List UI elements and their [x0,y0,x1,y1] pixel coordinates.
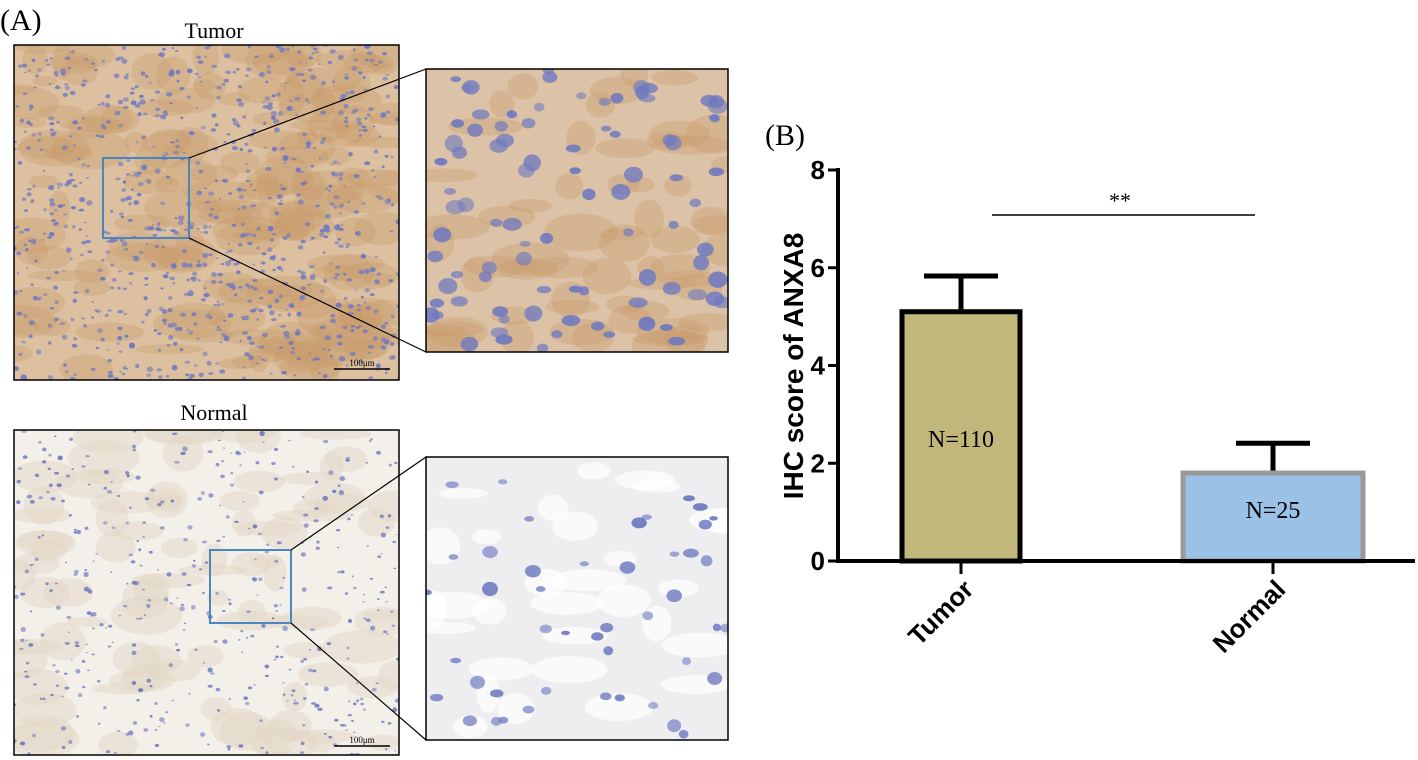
y-tick-label: 6 [811,253,825,283]
tumor-roi-box [102,157,190,239]
significance-label: ** [1109,188,1131,213]
normal-zoom-micrograph [426,457,728,740]
y-tick-label: 4 [811,351,826,381]
normal-title: Normal [180,400,247,425]
tumor-zoom-micrograph [426,69,728,352]
zoom-connector [188,237,427,353]
svg-text:100μm: 100μm [349,358,374,368]
tumor-micrograph [14,45,399,380]
bar-label: N=25 [1246,498,1301,524]
x-tick-label: Normal [1207,574,1292,659]
normal-scale-bar: 100μm [334,735,390,747]
zoom-connector [290,622,427,741]
bar-label: N=110 [928,427,994,453]
normal-micrograph [14,430,399,755]
bar-normal [1180,470,1366,564]
y-tick-label: 8 [811,155,825,185]
bar-tumor [899,309,1023,564]
bar-chart: N=110 Tumor N=25 Normal 0 2 4 6 8 IHC score of AN… [778,155,1415,659]
zoom-connector [188,68,427,159]
tumor-scale-bar: 100μm [334,358,390,370]
panel-a-label: (A) [0,4,42,37]
y-axis-label: IHC score of ANXA8 [778,233,809,500]
x-tick-label: Tumor [902,574,979,651]
normal-roi-box [209,549,292,624]
zoom-connector [290,456,427,551]
tumor-title: Tumor [184,18,244,43]
svg-text:100μm: 100μm [349,735,374,745]
panel-b-label: (B) [765,119,805,152]
y-tick-label: 0 [811,546,825,576]
y-tick-label: 2 [811,448,825,478]
